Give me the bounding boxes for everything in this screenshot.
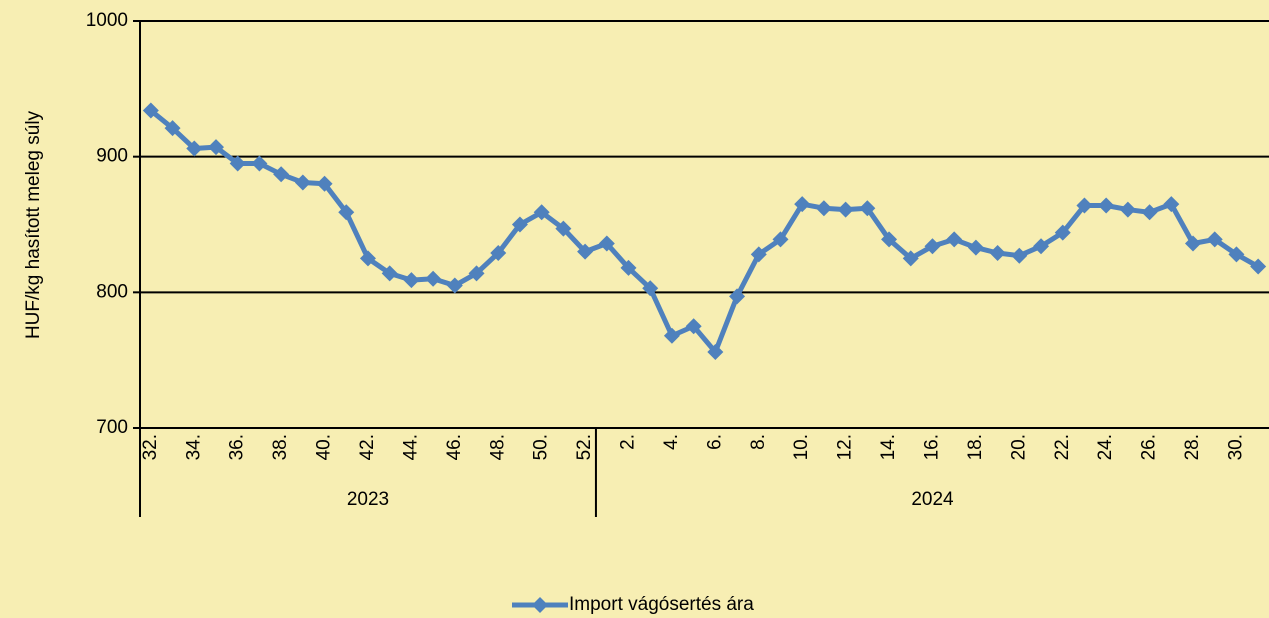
marker (1119, 201, 1136, 218)
marker (967, 239, 984, 256)
marker (142, 102, 159, 119)
x-tick-label: 24. (1095, 434, 1116, 460)
marker (511, 216, 528, 233)
x-tick-label: 22. (1052, 434, 1073, 460)
marker (598, 235, 615, 252)
marker (251, 155, 268, 172)
marker (425, 270, 442, 287)
y-tick-label: 1000 (86, 10, 128, 31)
marker (273, 166, 290, 183)
marker (663, 327, 680, 344)
marker (577, 243, 594, 260)
marker (642, 280, 659, 297)
marker (446, 277, 463, 294)
marker (1250, 258, 1267, 275)
marker (815, 200, 832, 217)
x-tick-label: 44. (400, 434, 421, 460)
marker (707, 344, 724, 361)
marker (881, 231, 898, 248)
x-tick-label: 28. (1182, 434, 1203, 460)
x-tick-label: 48. (487, 434, 508, 460)
x-tick-label: 18. (965, 434, 986, 460)
x-tick-label: 50. (531, 434, 552, 460)
x-tick-label: 42. (357, 434, 378, 460)
marker (490, 244, 507, 261)
x-tick-label: 30. (1225, 434, 1246, 460)
x-tick-label: 2. (618, 434, 639, 450)
marker (989, 244, 1006, 261)
marker (1054, 224, 1071, 241)
marker (381, 265, 398, 282)
legend-marker (532, 597, 548, 613)
marker (229, 155, 246, 172)
line (149, 108, 1260, 355)
x-tick-label: 26. (1139, 434, 1160, 460)
marker (1098, 197, 1115, 214)
y-axis-label: HUF/kg hasított meleg súly (23, 110, 44, 339)
marker (837, 201, 854, 218)
marker (1228, 246, 1245, 263)
x-tick-label: 52. (574, 434, 595, 460)
marker (685, 318, 702, 335)
marker (1011, 247, 1028, 264)
marker (164, 120, 181, 137)
marker (620, 259, 637, 276)
marker (1076, 197, 1093, 214)
marker (468, 265, 485, 282)
x-tick-label: 38. (270, 434, 291, 460)
marker (902, 250, 919, 267)
marker (1163, 196, 1180, 213)
x-tick-label: 10. (791, 434, 812, 460)
marker (316, 175, 333, 192)
marker (359, 250, 376, 267)
marker (794, 196, 811, 213)
x-tick-label: 36. (227, 434, 248, 460)
x-tick-label: 14. (878, 434, 899, 460)
x-tick-label: 46. (444, 434, 465, 460)
marker (750, 246, 767, 263)
x-tick-label: 16. (921, 434, 942, 460)
x-tick-label: 8. (748, 434, 769, 450)
marker (186, 140, 203, 157)
marker (207, 139, 224, 156)
x-tick-label: 12. (835, 434, 856, 460)
marker (859, 200, 876, 217)
marker (946, 231, 963, 248)
x-tick-label: 32. (140, 434, 161, 460)
marker (555, 220, 572, 237)
group-label: 2023 (347, 489, 389, 510)
x-tick-label: 20. (1008, 434, 1029, 460)
group-label: 2024 (911, 489, 954, 510)
y-tick-label: 900 (96, 146, 128, 167)
legend-label: Import vágósertés ára (569, 594, 754, 615)
marker (338, 204, 355, 221)
marker (1185, 235, 1202, 252)
marker (1033, 238, 1050, 255)
marker (294, 174, 311, 191)
x-tick-label: 6. (704, 434, 725, 450)
x-tick-label: 40. (314, 434, 335, 460)
x-tick-label: 34. (183, 434, 204, 460)
marker (1141, 204, 1158, 221)
y-tick-label: 800 (96, 281, 128, 302)
x-tick-label: 4. (661, 434, 682, 450)
marker (772, 231, 789, 248)
marker (729, 288, 746, 305)
marker (533, 204, 550, 221)
marker (1206, 231, 1223, 248)
marker (924, 238, 941, 255)
marker (403, 272, 420, 289)
y-tick-label: 700 (96, 417, 128, 438)
